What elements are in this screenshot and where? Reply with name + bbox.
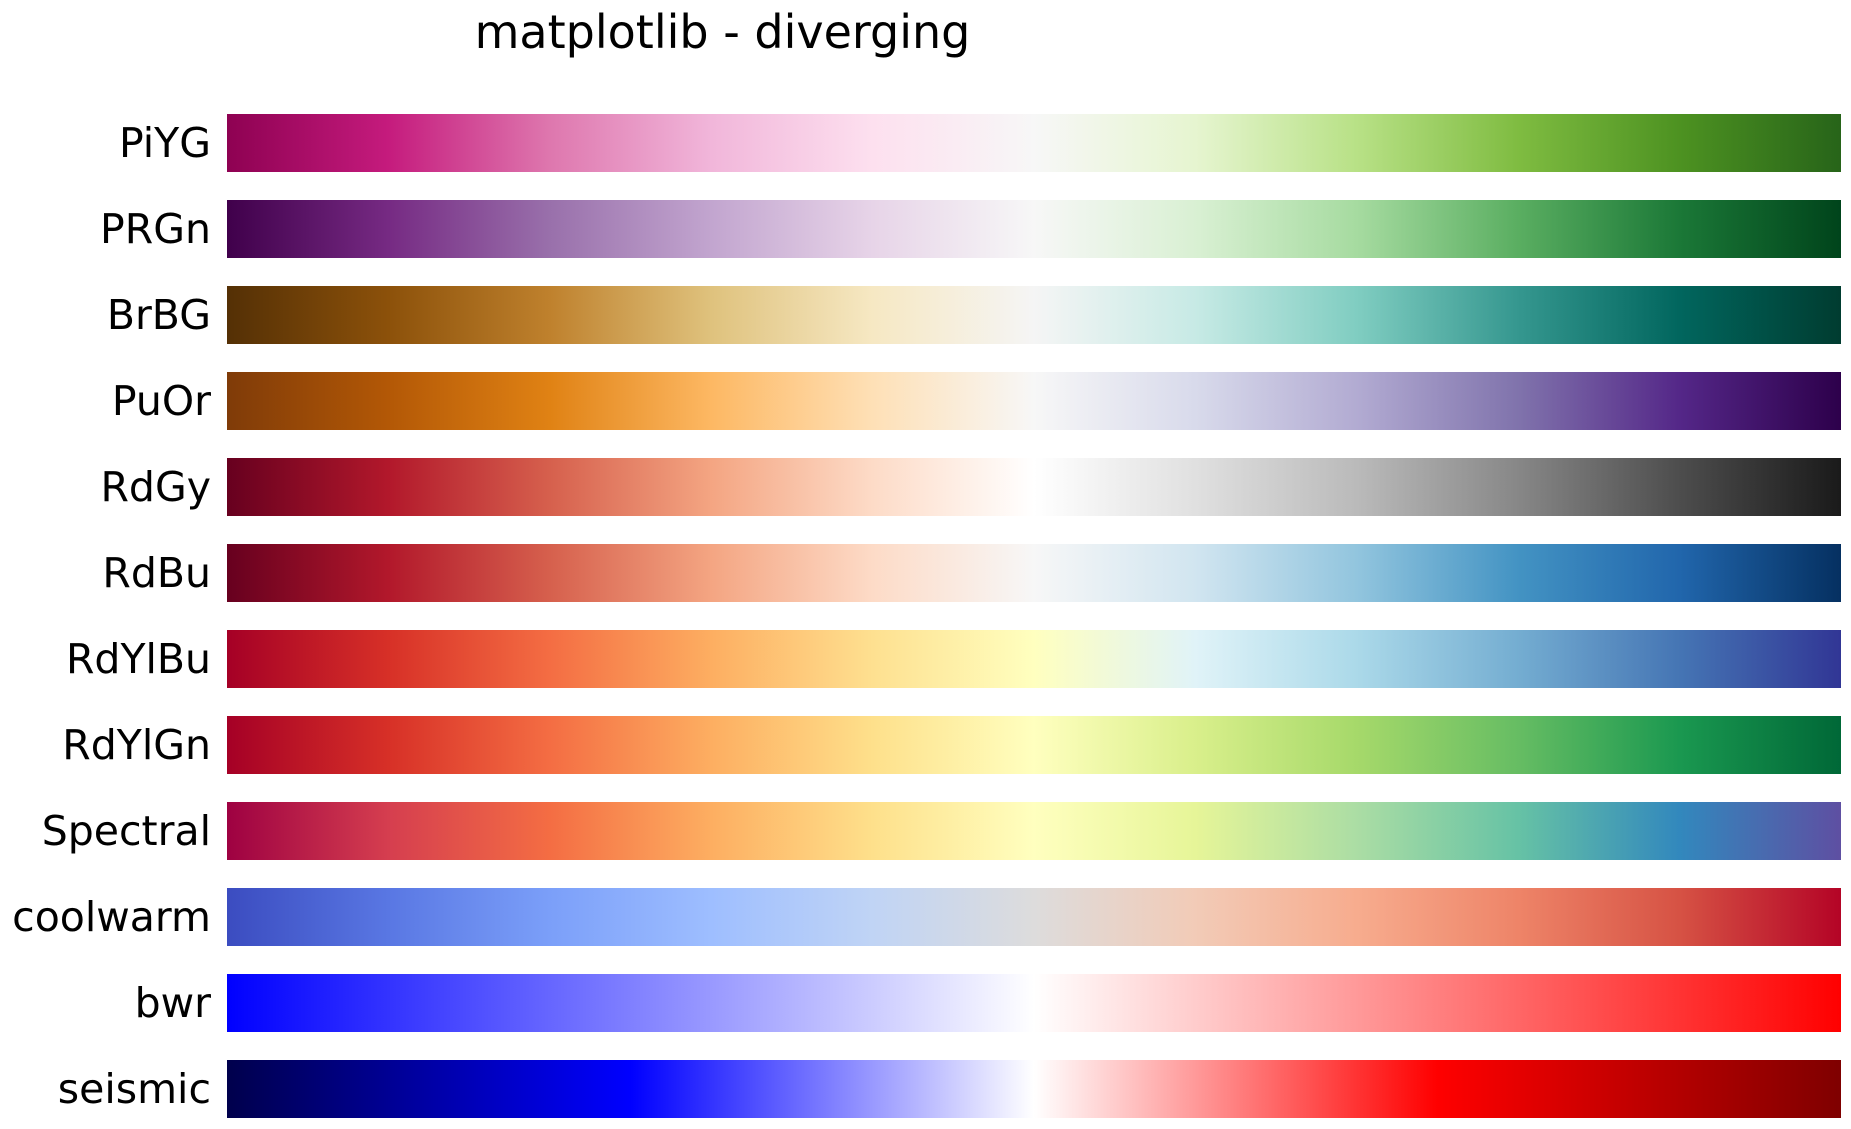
colormap-label: RdYlBu [65,635,211,683]
colormap-bar [227,458,1841,516]
colormap-label: PiYG [118,119,211,167]
colormap-bar [227,372,1841,430]
colormap-bar [227,114,1841,172]
colormap-label: seismic [57,1065,211,1113]
colormap-bar [227,888,1841,946]
colormap-bar [227,630,1841,688]
colormap-label: bwr [134,979,211,1027]
colormap-label: RdGy [100,463,211,511]
colormap-bar [227,974,1841,1032]
colormap-label: BrBG [106,291,211,339]
colormap-label: coolwarm [12,893,211,941]
colormap-bar [227,1060,1841,1118]
colormap-label: PRGn [100,205,211,253]
colormap-bar [227,802,1841,860]
colormap-bar [227,286,1841,344]
colormap-label: Spectral [41,807,211,855]
chart-title: matplotlib - diverging [474,5,971,59]
colormap-label: PuOr [111,377,211,425]
colormap-bar [227,716,1841,774]
colormap-bar [227,544,1841,602]
colormap-bar [227,200,1841,258]
colormap-label: RdYlGn [62,721,211,769]
colormap-label: RdBu [102,549,211,597]
